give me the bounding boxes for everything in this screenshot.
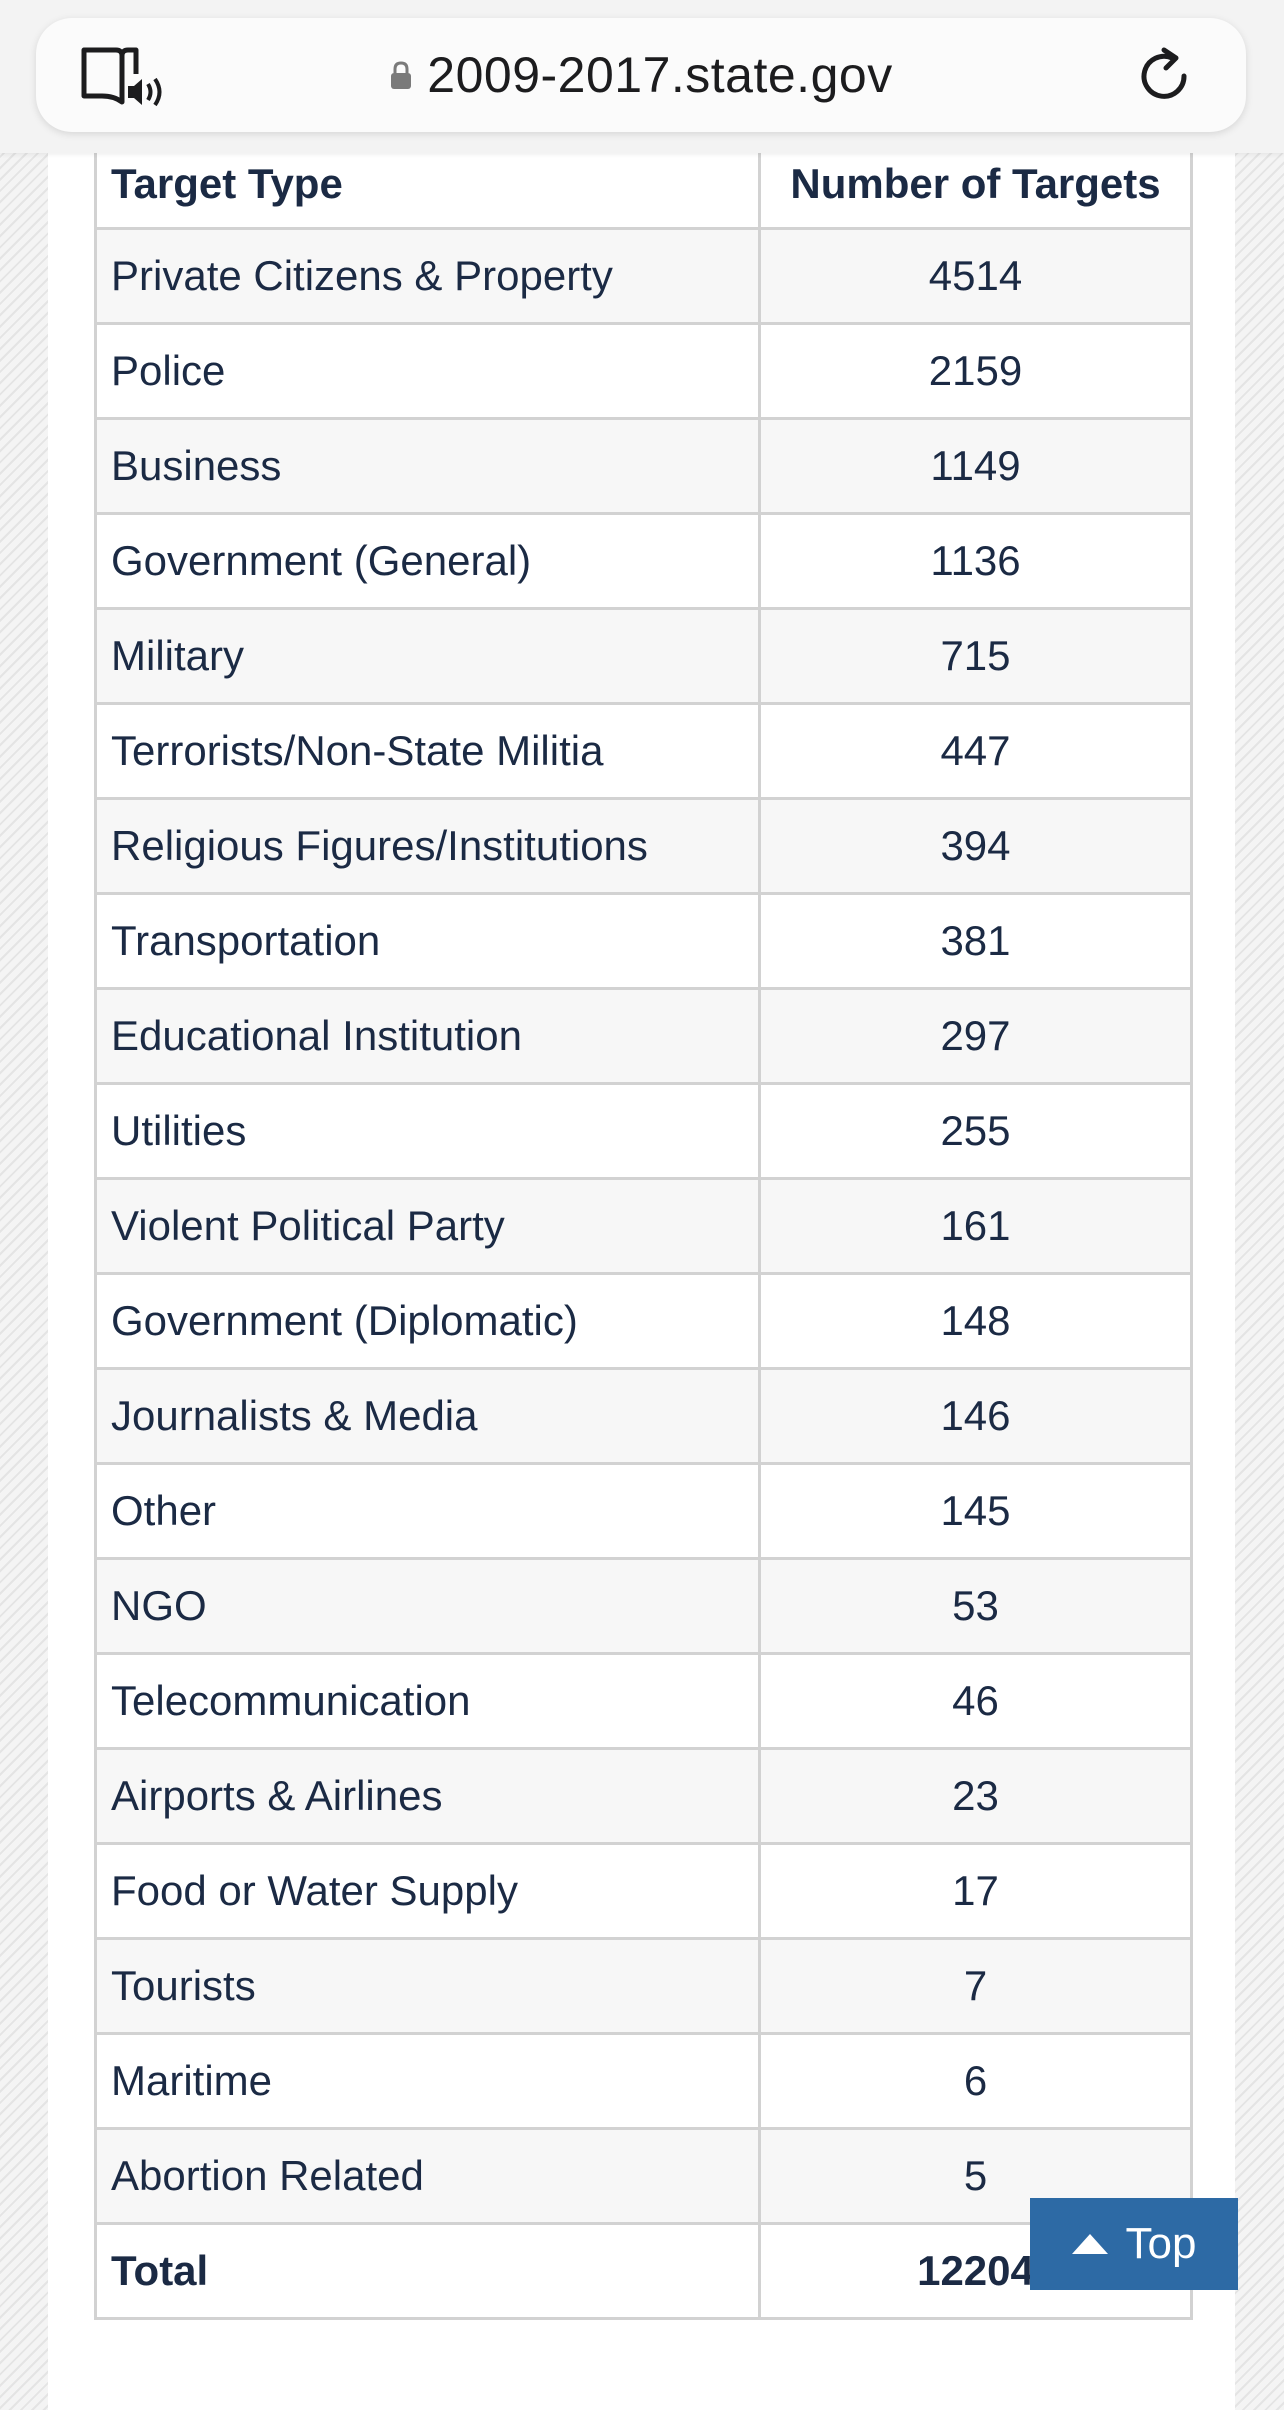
target-type-cell: Maritime xyxy=(94,2032,761,2130)
target-type-cell: Government (General) xyxy=(94,512,761,610)
target-type-cell: Abortion Related xyxy=(94,2127,761,2225)
target-count-cell: 146 xyxy=(758,1367,1193,1465)
table-row: Telecommunication 46 xyxy=(94,1652,1193,1750)
top-button-label: Top xyxy=(1125,2219,1197,2268)
reload-icon[interactable] xyxy=(1136,46,1196,106)
table-row: Abortion Related 5 xyxy=(94,2127,1193,2225)
table-row: Food or Water Supply 17 xyxy=(94,1842,1193,1940)
target-count-cell: 447 xyxy=(758,702,1193,800)
target-type-cell: NGO xyxy=(94,1557,761,1655)
table-row: Educational Institution 297 xyxy=(94,987,1193,1085)
url-text: 2009-2017.state.gov xyxy=(427,47,893,103)
browser-toolbar: 2009-2017.state.gov xyxy=(0,0,1284,153)
table-row: Airports & Airlines 23 xyxy=(94,1747,1193,1845)
table-row: Utilities 255 xyxy=(94,1082,1193,1180)
table-row: Religious Figures/Institutions 394 xyxy=(94,797,1193,895)
target-count-cell: 6 xyxy=(758,2032,1193,2130)
target-type-cell: Tourists xyxy=(94,1937,761,2035)
target-type-table: Target Type Number of Targets Private Ci… xyxy=(94,138,1193,2320)
table-row: Violent Political Party 161 xyxy=(94,1177,1193,1275)
table-row: Other 145 xyxy=(94,1462,1193,1560)
target-count-cell: 53 xyxy=(758,1557,1193,1655)
header-target-type: Target Type xyxy=(94,138,761,230)
target-type-cell: Other xyxy=(94,1462,761,1560)
target-type-cell: Military xyxy=(94,607,761,705)
table-row: Transportation 381 xyxy=(94,892,1193,990)
url-display[interactable]: 2009-2017.state.gov xyxy=(336,18,946,132)
target-type-cell: Airports & Airlines xyxy=(94,1747,761,1845)
target-count-cell: 2159 xyxy=(758,322,1193,420)
target-count-cell: 255 xyxy=(758,1082,1193,1180)
target-type-cell: Private Citizens & Property xyxy=(94,227,761,325)
triangle-up-icon xyxy=(1071,2234,1108,2254)
target-count-cell: 4514 xyxy=(758,227,1193,325)
target-type-cell: Educational Institution xyxy=(94,987,761,1085)
target-type-cell: Terrorists/Non-State Militia xyxy=(94,702,761,800)
target-count-cell: 1136 xyxy=(758,512,1193,610)
table-header-row: Target Type Number of Targets xyxy=(94,138,1193,230)
target-count-cell: 23 xyxy=(758,1747,1193,1845)
target-type-cell: Transportation xyxy=(94,892,761,990)
table-row: Government (Diplomatic) 148 xyxy=(94,1272,1193,1370)
reader-mode-audio-icon[interactable] xyxy=(78,44,168,108)
target-count-cell: 161 xyxy=(758,1177,1193,1275)
table-row: Maritime 6 xyxy=(94,2032,1193,2130)
target-type-cell: Business xyxy=(94,417,761,515)
target-count-cell: 1149 xyxy=(758,417,1193,515)
lock-icon xyxy=(391,61,412,89)
table-row: Tourists 7 xyxy=(94,1937,1193,2035)
target-type-cell: Utilities xyxy=(94,1082,761,1180)
target-count-cell: 7 xyxy=(758,1937,1193,2035)
total-row: Total 12204 xyxy=(94,2222,1193,2320)
table-row: Military 715 xyxy=(94,607,1193,705)
table-row: Police 2159 xyxy=(94,322,1193,420)
target-type-cell: Violent Political Party xyxy=(94,1177,761,1275)
target-type-cell: Journalists & Media xyxy=(94,1367,761,1465)
target-type-cell: Religious Figures/Institutions xyxy=(94,797,761,895)
target-type-cell: Food or Water Supply xyxy=(94,1842,761,1940)
target-count-cell: 148 xyxy=(758,1272,1193,1370)
table-row: Terrorists/Non-State Militia 447 xyxy=(94,702,1193,800)
target-type-cell: Police xyxy=(94,322,761,420)
table-row: Government (General) 1136 xyxy=(94,512,1193,610)
target-count-cell: 17 xyxy=(758,1842,1193,1940)
target-count-cell: 394 xyxy=(758,797,1193,895)
total-label: Total xyxy=(94,2222,761,2320)
target-count-cell: 715 xyxy=(758,607,1193,705)
address-bar[interactable]: 2009-2017.state.gov xyxy=(36,18,1246,132)
target-count-cell: 46 xyxy=(758,1652,1193,1750)
target-type-cell: Government (Diplomatic) xyxy=(94,1272,761,1370)
target-count-cell: 297 xyxy=(758,987,1193,1085)
back-to-top-button[interactable]: Top xyxy=(1030,2198,1238,2290)
table-row: Private Citizens & Property 4514 xyxy=(94,227,1193,325)
target-count-cell: 145 xyxy=(758,1462,1193,1560)
target-type-cell: Telecommunication xyxy=(94,1652,761,1750)
target-count-cell: 381 xyxy=(758,892,1193,990)
table-row: NGO 53 xyxy=(94,1557,1193,1655)
table-row: Journalists & Media 146 xyxy=(94,1367,1193,1465)
header-number-of-targets: Number of Targets xyxy=(758,138,1193,230)
table-row: Business 1149 xyxy=(94,417,1193,515)
